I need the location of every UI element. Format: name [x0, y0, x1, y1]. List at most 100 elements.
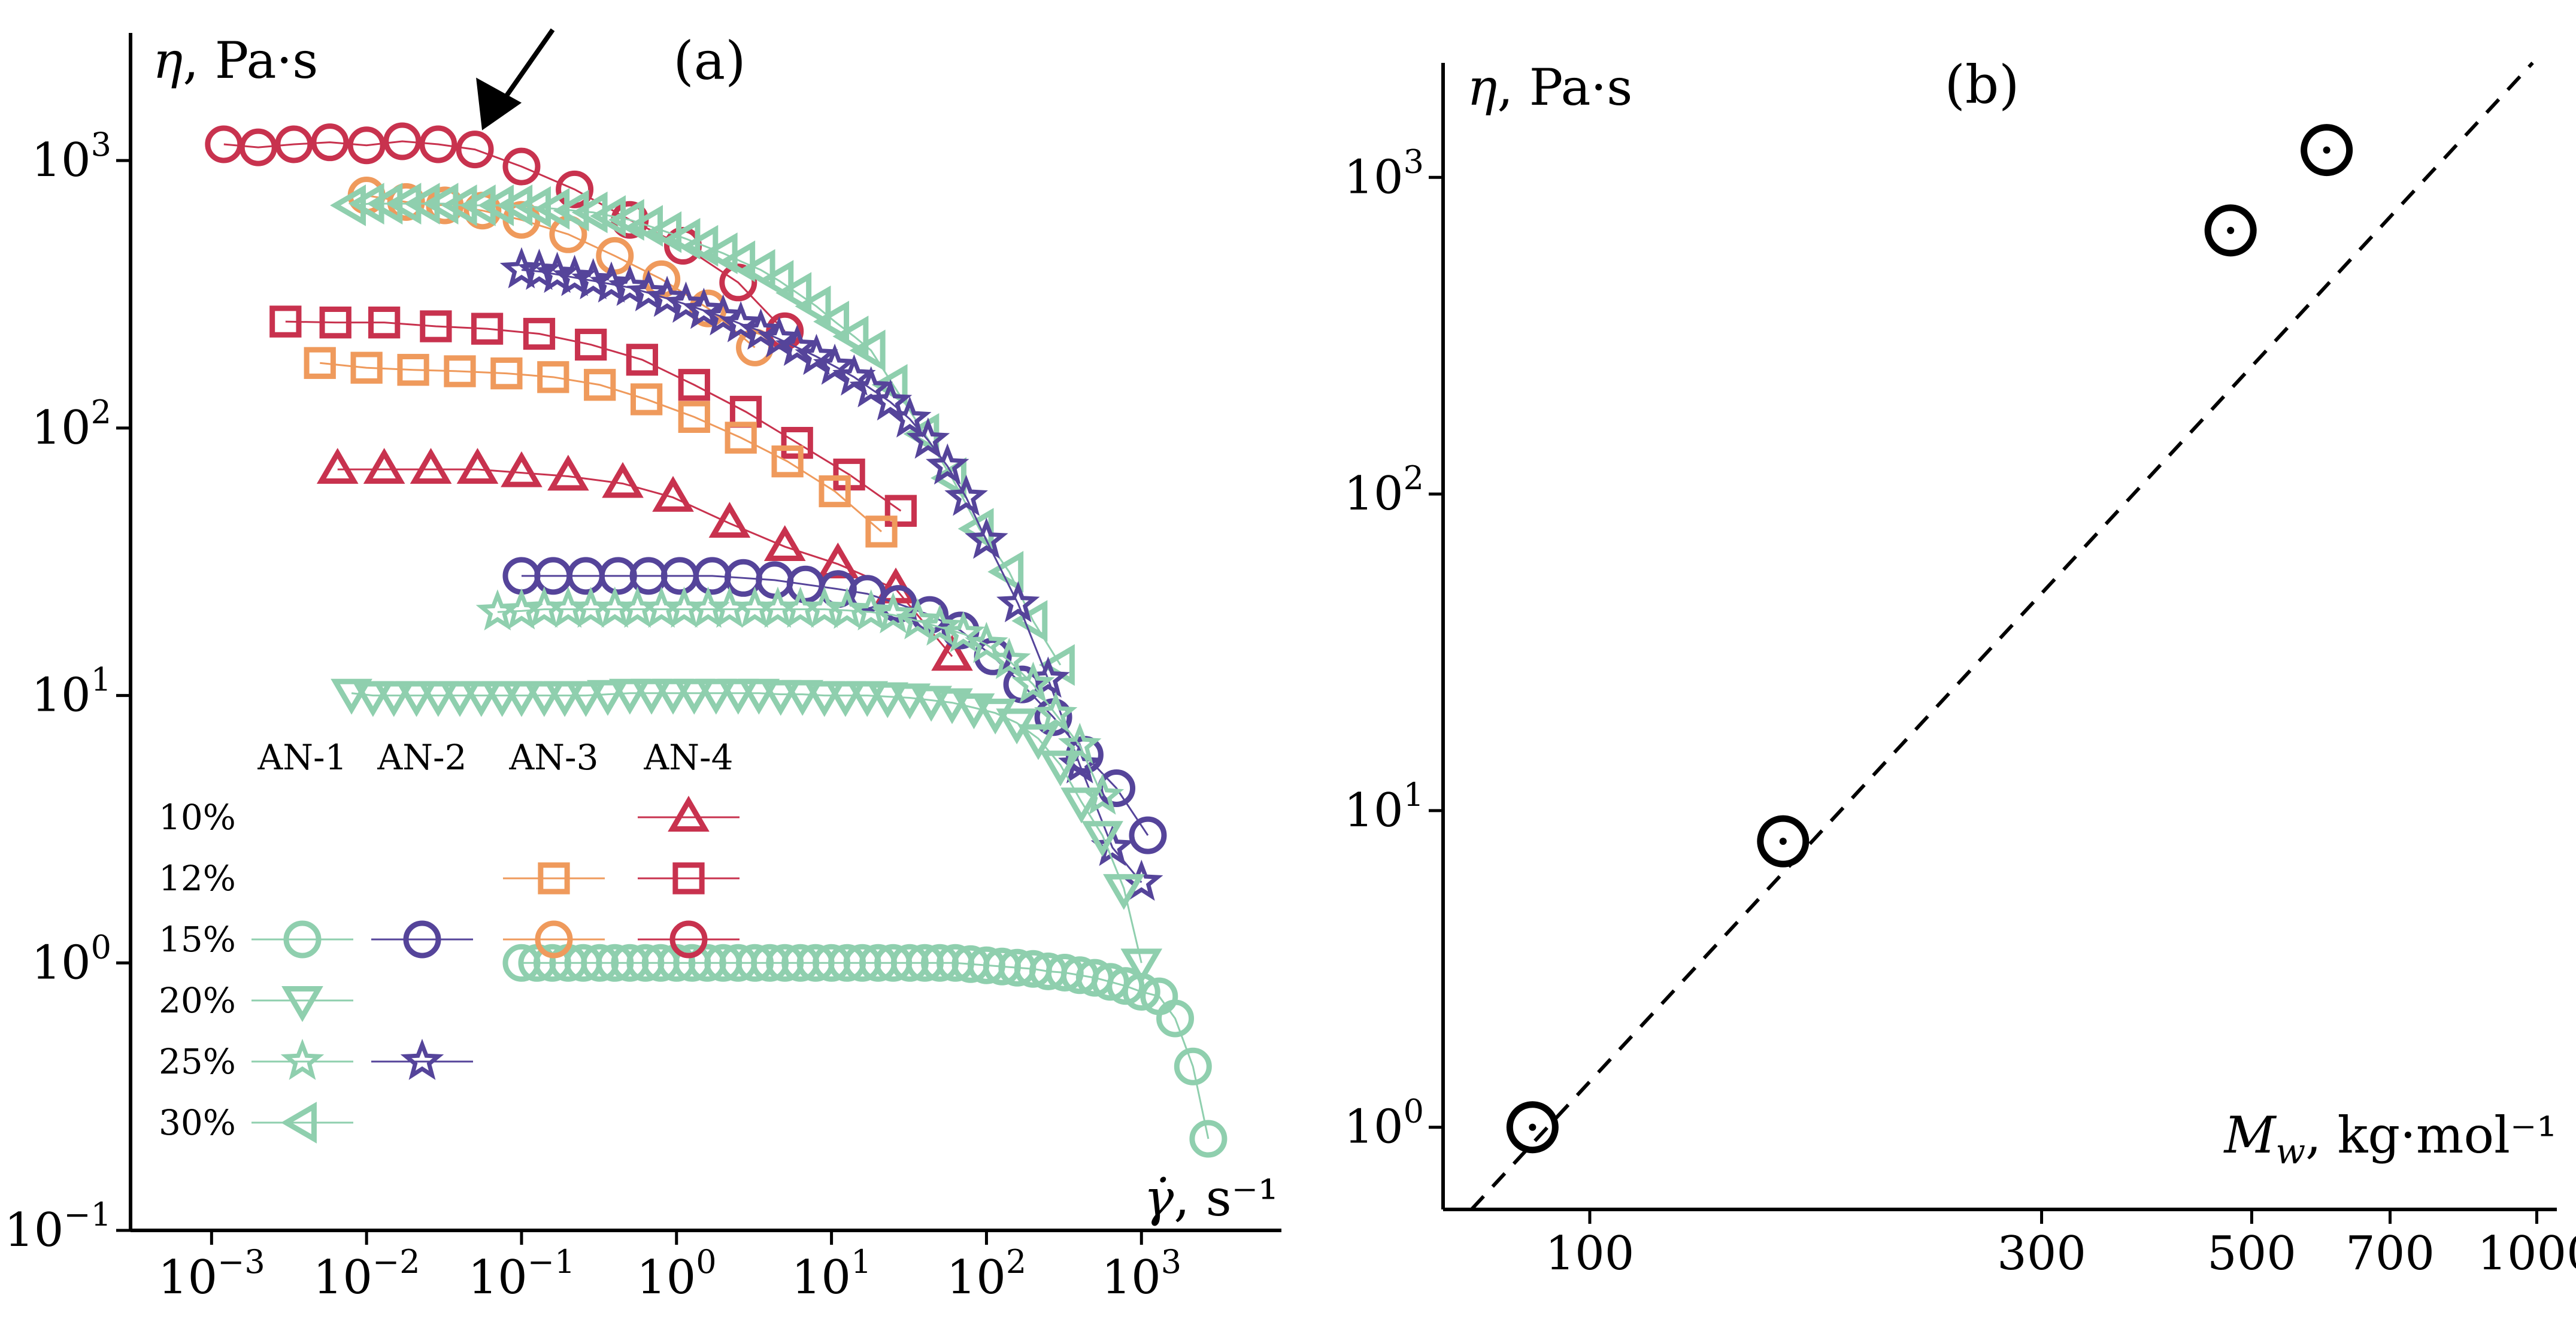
- data-point-ring: [1757, 815, 1810, 868]
- panel-b-x-tick-label: 500: [2207, 1227, 2296, 1281]
- panel-a-x-tick-label-base: 10: [947, 1251, 1006, 1305]
- data-point: [868, 379, 913, 421]
- data-point: [471, 313, 504, 345]
- data-point: [1060, 787, 1102, 824]
- panel-a-ylabel: η, Pa·s: [153, 31, 318, 90]
- annotation-arrow-head: [476, 77, 522, 131]
- data-point: [987, 638, 1031, 680]
- data-point: [775, 325, 819, 366]
- data-point: [1017, 724, 1059, 760]
- data-point: [571, 257, 615, 299]
- panel-b-xlabel-symbol: M: [2223, 1106, 2277, 1165]
- data-point: [368, 307, 401, 339]
- data-point: [817, 542, 859, 579]
- data-point-dot: [1529, 1123, 1536, 1131]
- data-point-b: [1506, 1101, 1559, 1154]
- data-point: [311, 123, 349, 162]
- data-point: [304, 347, 336, 379]
- data-point: [269, 305, 302, 338]
- data-point: [775, 272, 812, 314]
- data-point: [813, 343, 857, 385]
- series-AN-4-12pct: [269, 305, 917, 527]
- data-point: [825, 681, 866, 717]
- series-AN-1-20pct: [331, 678, 1163, 985]
- panel-a-y-tick-label-base: 10: [31, 134, 90, 187]
- panel-a-x-tick-label-exp: 2: [1006, 1243, 1026, 1281]
- data-point: [553, 254, 596, 296]
- data-point: [517, 248, 561, 290]
- data-point-b: [2204, 204, 2257, 257]
- panel-a-x-tick-label-base: 10: [313, 1251, 372, 1305]
- data-point: [849, 589, 893, 631]
- data-point: [664, 281, 708, 323]
- data-point: [695, 678, 737, 715]
- panel-a-x-tick-label-base: 10: [792, 1251, 851, 1305]
- data-point: [330, 184, 366, 226]
- data-point: [352, 681, 394, 717]
- data-point: [645, 275, 689, 317]
- data-point: [417, 681, 459, 717]
- series-AN-1-25pct: [475, 586, 1125, 815]
- series-AN-2-25pct: [499, 247, 1163, 901]
- data-point: [444, 355, 476, 387]
- data-point: [456, 448, 499, 484]
- legend-column-header: AN-1: [257, 737, 347, 778]
- data-point: [587, 680, 629, 716]
- data-point: [456, 131, 494, 169]
- data-point: [589, 261, 634, 303]
- panel-a-y-tick-label-base: 10: [31, 401, 90, 455]
- data-point: [759, 680, 802, 716]
- data-point: [701, 294, 745, 336]
- panel-a-x-tick-label: 10−3: [158, 1243, 265, 1305]
- data-point: [965, 517, 1008, 559]
- legend-row-label: 25%: [159, 1041, 236, 1082]
- data-point: [565, 681, 607, 717]
- panel-b-x-tick-label: 700: [2345, 1227, 2435, 1281]
- data-point: [441, 184, 477, 226]
- series-AN-1-15pct: [502, 944, 1228, 1158]
- data-point: [460, 681, 502, 717]
- data-point: [544, 681, 586, 717]
- data-point: [1129, 816, 1167, 854]
- panel-a-x-tick-label-exp: −1: [528, 1243, 575, 1281]
- data-point: [537, 361, 569, 393]
- series-line: [320, 362, 882, 532]
- data-point: [496, 184, 533, 226]
- data-point: [419, 125, 457, 163]
- data-point: [331, 678, 372, 715]
- data-point: [366, 183, 403, 225]
- legend-column-header: AN-4: [643, 737, 733, 778]
- panel-b-xlabel: Mw, kg·mol⁻¹: [2223, 1106, 2557, 1172]
- data-point: [1120, 948, 1163, 985]
- panel-a-x-tick-label-exp: 3: [1161, 1243, 1181, 1281]
- data-point: [1040, 750, 1081, 787]
- data-point: [846, 681, 889, 717]
- data-point: [609, 678, 651, 715]
- data-point: [630, 383, 663, 416]
- data-point: [385, 183, 422, 225]
- panel-a-x-tick-label: 10−2: [313, 1243, 420, 1305]
- data-point: [395, 681, 438, 717]
- data-point: [372, 681, 415, 717]
- panel-b-label: (b): [1945, 54, 2020, 116]
- data-point: [502, 147, 541, 186]
- fit-line: [1470, 61, 2534, 1211]
- data-point: [478, 184, 514, 226]
- data-point-ring: [1506, 1101, 1559, 1154]
- chart-panel-a: (a) η, Pa·s γ̇, s⁻¹ 10−3 10−2 10−1 100 101 10…: [4, 28, 1281, 1305]
- data-point: [738, 678, 780, 715]
- panel-a-y-tick-label: 101: [31, 661, 111, 723]
- data-point: [708, 502, 751, 538]
- data-point: [1081, 821, 1123, 857]
- data-point: [1156, 999, 1195, 1038]
- data-point: [739, 308, 783, 350]
- data-point: [319, 307, 351, 339]
- data-point: [547, 454, 589, 491]
- panel-b-ylabel: η, Pa·s: [1467, 58, 1632, 117]
- legend-marker: [668, 796, 710, 832]
- data-point: [420, 310, 452, 342]
- data-point: [832, 316, 869, 357]
- panel-a-x-tick-label-base: 10: [468, 1251, 528, 1305]
- panel-a-x-tick-label-base: 10: [637, 1251, 696, 1305]
